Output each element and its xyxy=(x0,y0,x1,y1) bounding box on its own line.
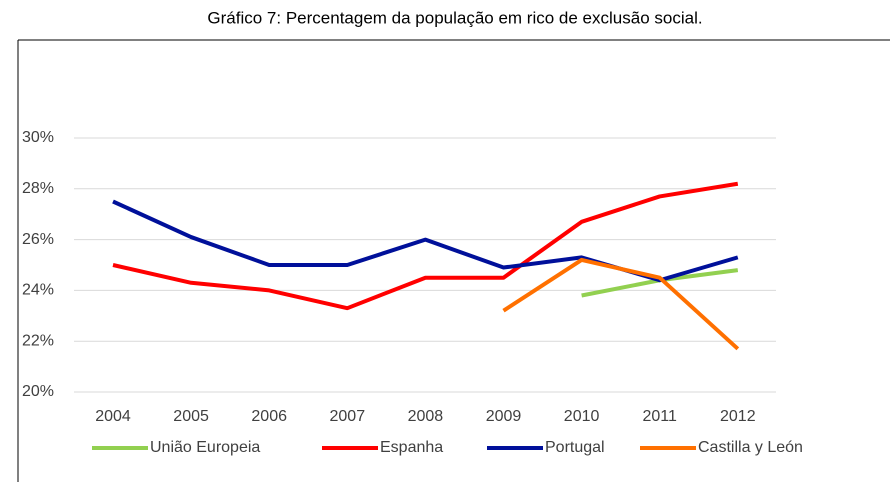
x-tick-label: 2007 xyxy=(330,408,366,425)
y-tick-label: 20% xyxy=(22,383,54,400)
x-tick-label: 2004 xyxy=(95,408,131,425)
x-tick-label: 2009 xyxy=(486,408,522,425)
y-tick-label: 26% xyxy=(22,231,54,248)
series-line xyxy=(112,199,739,283)
y-tick-label: 22% xyxy=(22,332,54,349)
x-tick-label: 2012 xyxy=(720,408,756,425)
chart-title: Gráfico 7: Percentagem da população em r… xyxy=(207,8,702,27)
y-tick-label: 24% xyxy=(22,282,54,299)
series-line xyxy=(581,268,739,298)
y-tick-label: 30% xyxy=(22,129,54,146)
legend-label: Espanha xyxy=(380,439,443,456)
x-tick-label: 2005 xyxy=(173,408,209,425)
legend-label: Castilla y León xyxy=(698,439,803,456)
x-tick-label: 2010 xyxy=(564,408,600,425)
x-tick-label: 2011 xyxy=(642,408,677,425)
series-line xyxy=(112,181,739,311)
series-line xyxy=(502,257,740,351)
legend-label: Portugal xyxy=(545,439,605,456)
legend-label: União Europeia xyxy=(150,439,260,456)
x-tick-label: 2008 xyxy=(408,408,444,425)
x-tick-label: 2006 xyxy=(251,408,287,425)
y-tick-label: 28% xyxy=(22,180,54,197)
